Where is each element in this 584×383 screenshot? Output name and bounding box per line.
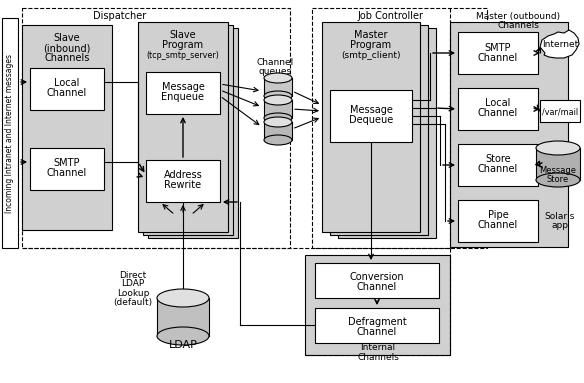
Text: Program: Program — [350, 40, 391, 50]
Text: Channels: Channels — [497, 21, 539, 29]
Bar — [264, 100, 292, 118]
Bar — [312, 8, 487, 248]
Text: Store: Store — [485, 154, 511, 164]
Text: LDAP: LDAP — [169, 340, 197, 350]
Bar — [157, 298, 209, 336]
Bar — [450, 22, 568, 247]
Bar — [143, 25, 233, 235]
Text: SMTP: SMTP — [485, 43, 511, 53]
Text: Job Controller: Job Controller — [357, 11, 423, 21]
Text: Internet: Internet — [542, 39, 578, 49]
Ellipse shape — [157, 327, 209, 345]
Text: Channel: Channel — [478, 220, 518, 230]
Text: queues: queues — [259, 67, 291, 75]
Bar — [148, 28, 238, 238]
Bar — [2, 18, 18, 248]
Bar — [458, 200, 538, 242]
Text: Dequeue: Dequeue — [349, 115, 393, 125]
Text: Program: Program — [162, 40, 204, 50]
Text: Channel: Channel — [47, 168, 87, 178]
Text: SMTP: SMTP — [54, 158, 80, 168]
Text: Message: Message — [540, 165, 576, 175]
Text: Local: Local — [485, 98, 510, 108]
Text: Channels: Channels — [44, 53, 90, 63]
Bar — [540, 100, 580, 122]
Text: Incoming Intranet and Internet messages: Incoming Intranet and Internet messages — [5, 54, 15, 213]
Text: Channel: Channel — [357, 282, 397, 292]
Ellipse shape — [264, 135, 292, 145]
Text: Master (outbound): Master (outbound) — [476, 11, 560, 21]
Bar — [315, 263, 439, 298]
Text: Store: Store — [547, 175, 569, 183]
Text: Internal: Internal — [360, 344, 395, 352]
Text: Channel: Channel — [47, 88, 87, 98]
Text: (default): (default) — [113, 298, 152, 306]
Text: Pipe: Pipe — [488, 210, 509, 220]
Bar — [330, 25, 428, 235]
Text: Solaris: Solaris — [545, 211, 575, 221]
Text: Channel: Channel — [478, 53, 518, 63]
Ellipse shape — [536, 141, 580, 155]
Text: /var/mail: /var/mail — [542, 108, 578, 116]
Text: Rewrite: Rewrite — [165, 180, 201, 190]
Polygon shape — [540, 30, 579, 58]
Text: Channel: Channel — [256, 57, 294, 67]
Bar — [322, 22, 420, 232]
Text: Channel: Channel — [478, 108, 518, 118]
Ellipse shape — [536, 173, 580, 187]
Bar — [22, 25, 112, 230]
Ellipse shape — [264, 95, 292, 105]
Text: Message: Message — [162, 82, 204, 92]
Text: Enqueue: Enqueue — [162, 92, 204, 102]
Bar — [315, 308, 439, 343]
Text: (inbound): (inbound) — [43, 43, 91, 53]
Text: Channels: Channels — [357, 352, 399, 362]
Text: Channel: Channel — [478, 164, 518, 174]
Bar — [330, 90, 412, 142]
Bar — [536, 148, 580, 180]
Text: Defragment: Defragment — [347, 317, 406, 327]
Bar — [30, 148, 104, 190]
Bar — [458, 32, 538, 74]
Text: Direct: Direct — [119, 270, 147, 280]
Ellipse shape — [264, 73, 292, 83]
Bar — [264, 122, 292, 140]
Text: Address: Address — [164, 170, 203, 180]
Text: Local: Local — [54, 78, 79, 88]
Text: Master: Master — [354, 30, 388, 40]
Bar — [305, 255, 450, 355]
Ellipse shape — [264, 113, 292, 123]
Text: Message: Message — [350, 105, 392, 115]
Ellipse shape — [264, 117, 292, 127]
Text: Slave: Slave — [170, 30, 196, 40]
Text: (smtp_client): (smtp_client) — [341, 51, 401, 59]
Text: Lookup: Lookup — [117, 288, 149, 298]
Bar — [146, 160, 220, 202]
Text: LDAP: LDAP — [121, 280, 145, 288]
Text: app: app — [551, 221, 568, 229]
Text: Conversion: Conversion — [350, 272, 404, 282]
Text: Channel: Channel — [357, 327, 397, 337]
Bar — [458, 144, 538, 186]
Text: Dispatcher: Dispatcher — [93, 11, 147, 21]
Bar — [22, 8, 290, 248]
Ellipse shape — [264, 91, 292, 101]
Bar — [138, 22, 228, 232]
Bar — [458, 88, 538, 130]
Text: (tcp_smtp_server): (tcp_smtp_server) — [147, 51, 220, 59]
Bar — [30, 68, 104, 110]
Bar — [338, 28, 436, 238]
Bar — [146, 72, 220, 114]
Text: Slave: Slave — [54, 33, 81, 43]
Ellipse shape — [157, 289, 209, 307]
Bar — [264, 78, 292, 96]
